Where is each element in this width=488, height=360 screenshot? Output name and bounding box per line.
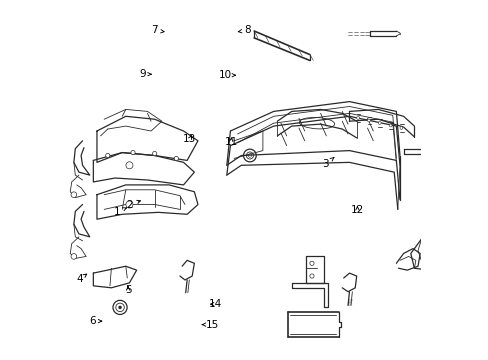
Text: 13: 13 [183, 134, 196, 144]
Circle shape [71, 192, 77, 198]
Circle shape [469, 219, 473, 223]
Circle shape [131, 150, 135, 155]
Circle shape [399, 127, 402, 129]
Text: 15: 15 [202, 320, 218, 330]
Circle shape [118, 306, 122, 309]
Text: 12: 12 [350, 205, 363, 215]
Text: 1: 1 [114, 207, 126, 217]
Circle shape [152, 152, 157, 156]
Text: 11: 11 [224, 137, 237, 147]
Text: 5: 5 [124, 285, 131, 295]
Circle shape [125, 201, 133, 208]
Text: 3: 3 [322, 157, 333, 169]
Circle shape [367, 119, 369, 122]
Circle shape [71, 253, 77, 259]
Circle shape [125, 162, 133, 169]
Text: 7: 7 [151, 26, 164, 35]
Text: 14: 14 [208, 299, 222, 309]
Text: 4: 4 [76, 274, 86, 284]
Text: 8: 8 [238, 26, 250, 35]
Text: 10: 10 [218, 70, 235, 80]
Circle shape [105, 153, 110, 158]
Circle shape [174, 156, 178, 161]
Circle shape [388, 124, 391, 127]
Text: 9: 9 [139, 69, 151, 79]
Circle shape [356, 117, 359, 120]
Text: 6: 6 [89, 316, 102, 326]
Circle shape [243, 149, 256, 162]
Circle shape [378, 122, 381, 124]
Circle shape [113, 300, 127, 314]
Circle shape [484, 215, 488, 219]
Text: 2: 2 [126, 200, 140, 210]
